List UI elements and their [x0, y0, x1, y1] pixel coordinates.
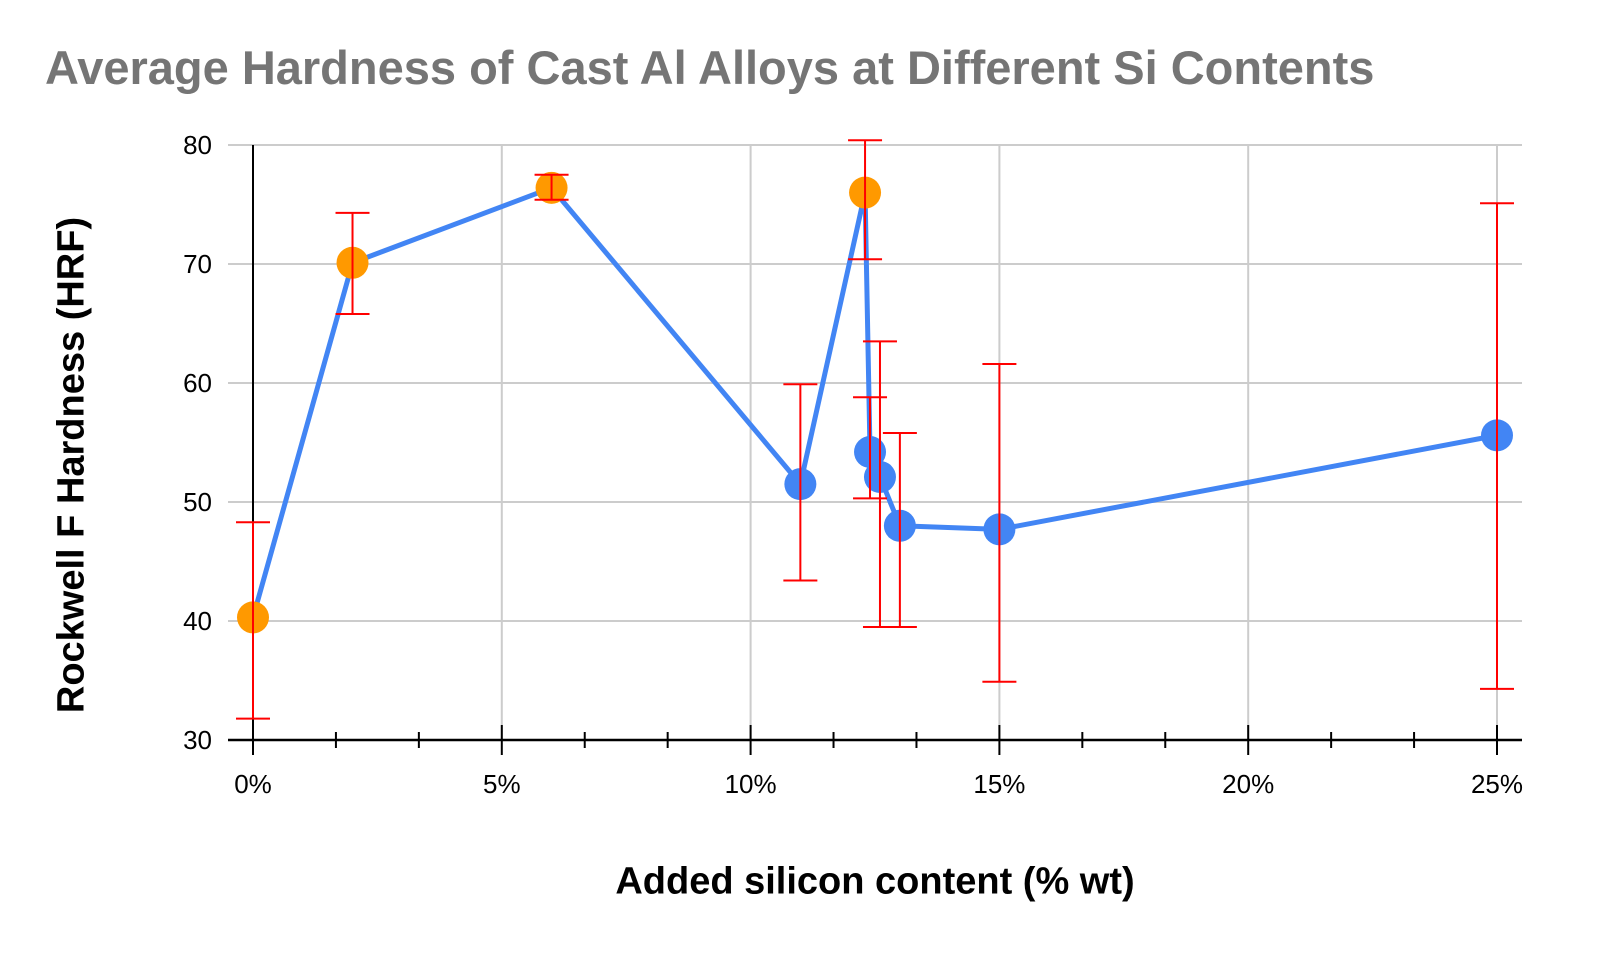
y-tick-label: 40 [183, 606, 212, 636]
y-tick-label: 80 [183, 130, 212, 160]
x-tick-label: 25% [1471, 769, 1523, 799]
x-tick-label: 20% [1222, 769, 1274, 799]
y-tick-label: 30 [183, 725, 212, 755]
x-tick-label: 10% [725, 769, 777, 799]
data-line [250, 185, 1498, 619]
y-tick-label: 50 [183, 487, 212, 517]
y-tick-label: 70 [183, 249, 212, 279]
chart-title: Average Hardness of Cast Al Alloys at Di… [45, 41, 1375, 94]
x-axis-label: Added silicon content (% wt) [615, 860, 1135, 903]
x-tick-label: 5% [483, 769, 521, 799]
x-tick-label: 0% [234, 769, 272, 799]
y-tick-label: 60 [183, 368, 212, 398]
x-tick-label: 15% [973, 769, 1025, 799]
